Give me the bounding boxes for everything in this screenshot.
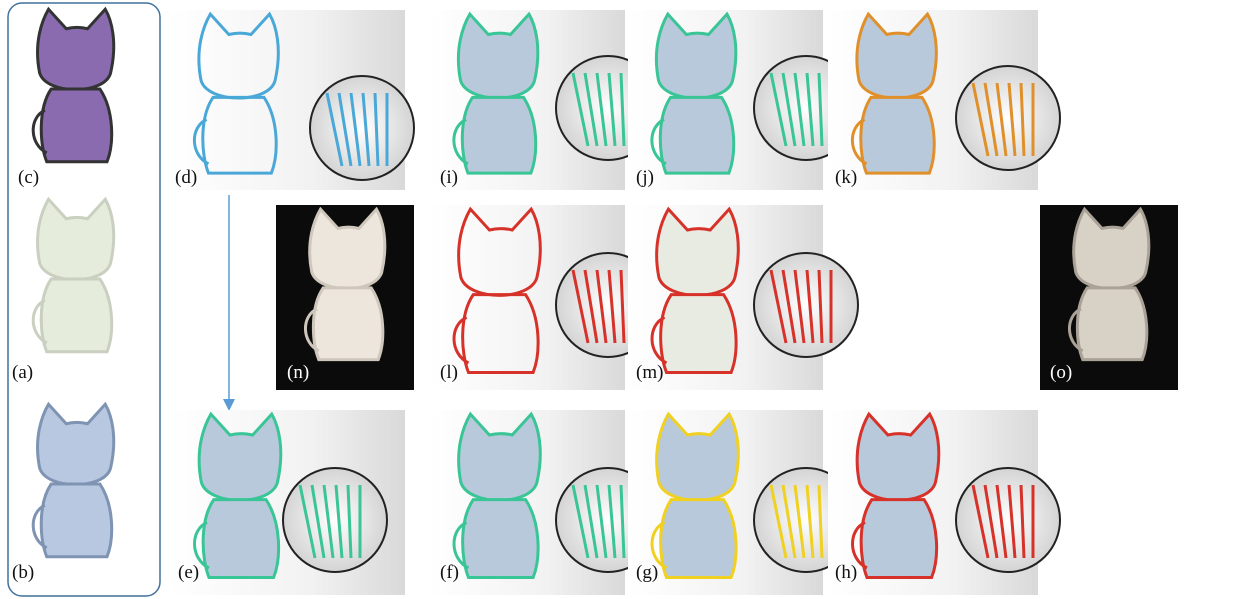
panel-label: (c)	[18, 167, 39, 188]
panel-label: (m)	[636, 362, 663, 383]
panel-label: (g)	[636, 562, 658, 583]
panel: (n)	[276, 205, 414, 390]
model	[33, 199, 114, 352]
panel: (f)	[430, 410, 660, 595]
panel-label: (i)	[440, 167, 458, 188]
model-body	[463, 500, 538, 578]
model-body	[1077, 288, 1146, 360]
model-body	[661, 500, 736, 578]
panel-label: (h)	[835, 562, 857, 583]
panel-label: (d)	[175, 167, 197, 188]
panel: (d)	[170, 10, 414, 190]
panel-label: (e)	[178, 562, 199, 583]
figure: (c) (a) (b) (d) (i) (j) (k) (n) (l) (m) (o) (e) (f) (…	[0, 0, 1245, 599]
panel-label: (k)	[835, 167, 857, 188]
panel: (c)	[18, 9, 114, 188]
panel: (h)	[828, 410, 1060, 595]
panel: (a)	[12, 199, 114, 383]
panel-label: (j)	[636, 167, 654, 188]
panel: (o)	[1040, 205, 1178, 390]
panel: (k)	[828, 10, 1060, 190]
model-body	[41, 279, 111, 352]
panel: (b)	[12, 404, 114, 583]
panel: (j)	[628, 10, 858, 190]
panel-label: (l)	[440, 362, 458, 383]
panel: (e)	[170, 410, 405, 595]
model-body	[41, 484, 111, 557]
model-head	[38, 404, 114, 484]
zoom-circle	[754, 253, 858, 357]
panel-label: (o)	[1050, 362, 1072, 383]
model-body	[462, 97, 535, 173]
model-body	[313, 288, 382, 360]
panel: (g)	[628, 410, 858, 595]
panel-label: (b)	[12, 562, 34, 583]
panel: (m)	[628, 205, 858, 390]
model-body	[861, 500, 936, 578]
zoom-circle	[956, 468, 1060, 572]
model-head	[38, 199, 114, 279]
panel: (l)	[430, 205, 660, 390]
model	[33, 9, 114, 162]
zoom-circle	[956, 66, 1060, 170]
panel: (i)	[430, 10, 660, 190]
panel-label: (f)	[440, 562, 459, 583]
model-body	[660, 97, 733, 173]
model	[33, 404, 114, 557]
panel-label: (n)	[287, 362, 309, 383]
page: (c) (a) (b) (d) (i) (j) (k) (n) (l) (m) (o) (e) (f) (…	[0, 0, 1245, 599]
model-body	[41, 89, 111, 162]
model-body	[861, 97, 934, 173]
panel-label: (a)	[12, 362, 33, 383]
model-head	[38, 9, 114, 89]
zoom-circle	[310, 76, 414, 180]
model-body	[661, 295, 736, 373]
model-body	[203, 500, 278, 578]
zoom-circle	[283, 468, 387, 572]
